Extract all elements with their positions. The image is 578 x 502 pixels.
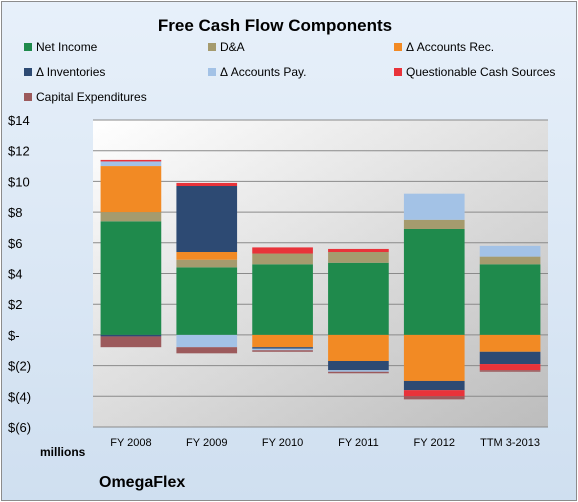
legend-item: Δ Accounts Rec. bbox=[394, 40, 494, 54]
bar-segment bbox=[403, 193, 465, 220]
bar-segment bbox=[479, 256, 541, 265]
bar-segment bbox=[479, 351, 541, 365]
legend-swatch bbox=[24, 93, 32, 101]
y-tick-label: $8 bbox=[8, 205, 22, 220]
legend-item: Δ Accounts Pay. bbox=[208, 65, 307, 79]
bar-segment bbox=[176, 252, 238, 260]
bar-segment bbox=[479, 334, 541, 352]
y-tick-label: $12 bbox=[8, 144, 30, 159]
y-tick-label: $2 bbox=[8, 297, 22, 312]
legend-swatch bbox=[208, 68, 216, 76]
bar-segment bbox=[100, 334, 162, 337]
legend-label: Questionable Cash Sources bbox=[406, 65, 556, 79]
bar-segment bbox=[252, 247, 313, 254]
bar-segment bbox=[328, 360, 389, 371]
y-tick-label: $(4) bbox=[8, 389, 31, 404]
bar-segment bbox=[328, 248, 389, 253]
bar-segment bbox=[403, 396, 465, 400]
bar-segment bbox=[176, 347, 238, 354]
legend-item: Net Income bbox=[24, 40, 97, 54]
bar-segment bbox=[100, 159, 162, 162]
bar-segment bbox=[100, 161, 162, 167]
bar-segment bbox=[403, 334, 465, 381]
bar-segment bbox=[328, 334, 389, 361]
bar-segment bbox=[403, 390, 465, 397]
bar-segment bbox=[328, 370, 389, 372]
bar-segment bbox=[100, 336, 162, 348]
bar-segment bbox=[328, 371, 389, 374]
legend-label: Δ Inventories bbox=[36, 65, 106, 79]
bar-segment bbox=[403, 228, 465, 335]
x-tick-label: FY 2011 bbox=[338, 437, 379, 449]
x-tick-label: TTM 3-2013 bbox=[480, 437, 540, 449]
x-tick-label: FY 2010 bbox=[262, 437, 303, 449]
bar-segment bbox=[252, 334, 313, 348]
company-name: OmegaFlex bbox=[99, 474, 186, 491]
legend-item: D&A bbox=[208, 40, 245, 54]
legend-item: Δ Inventories bbox=[24, 65, 105, 79]
legend-item: Questionable Cash Sources bbox=[394, 65, 555, 79]
legend-swatch bbox=[394, 43, 402, 51]
legend-label: Δ Accounts Pay. bbox=[220, 65, 307, 79]
bar-segment bbox=[479, 364, 541, 371]
bar-segment bbox=[176, 182, 238, 187]
y-tick-label: $10 bbox=[8, 174, 30, 189]
legend-label: Capital Expenditures bbox=[36, 90, 147, 104]
y-tick-label: $4 bbox=[8, 267, 22, 282]
y-tick-label: $6 bbox=[8, 236, 22, 251]
bar-segment bbox=[479, 370, 541, 372]
legend-swatch bbox=[24, 68, 32, 76]
bar-segment bbox=[100, 166, 162, 213]
bar-segment bbox=[252, 264, 313, 335]
bar-segment bbox=[176, 259, 238, 268]
legend-label: Δ Accounts Rec. bbox=[406, 40, 495, 54]
bar-segment bbox=[100, 212, 162, 222]
y-tick-label: $14 bbox=[8, 113, 30, 128]
y-tick-label: $- bbox=[8, 328, 20, 343]
bar-segment bbox=[479, 245, 541, 257]
y-tick-label: $(6) bbox=[8, 420, 31, 435]
bar-segment bbox=[252, 348, 313, 351]
units-label: millions bbox=[40, 445, 86, 459]
legend: Net Income D&A Δ Accounts Rec. Δ Inventorie… bbox=[2, 2, 576, 112]
bar-segment bbox=[328, 252, 389, 263]
x-tick-label: FY 2008 bbox=[110, 437, 151, 449]
legend-item: Capital Expenditures bbox=[24, 90, 147, 104]
bar-segment bbox=[252, 253, 313, 265]
x-tick-label: FY 2009 bbox=[186, 437, 227, 449]
legend-swatch bbox=[394, 68, 402, 76]
legend-label: D&A bbox=[220, 40, 245, 54]
bar-segment bbox=[403, 219, 465, 229]
bar-segment bbox=[328, 262, 389, 335]
bar-segment bbox=[176, 186, 238, 253]
y-tick-label: $(2) bbox=[8, 359, 31, 374]
chart-title: Free Cash Flow Components bbox=[157, 16, 393, 35]
bar-segment bbox=[176, 267, 238, 335]
legend-label: Net Income bbox=[36, 40, 98, 54]
bar-segment bbox=[176, 334, 238, 348]
bar-segment bbox=[403, 380, 465, 391]
legend-swatch bbox=[208, 43, 216, 51]
bar-segment bbox=[100, 221, 162, 335]
bar-segment bbox=[479, 264, 541, 335]
x-tick-label: FY 2012 bbox=[414, 437, 455, 449]
bar-segment bbox=[252, 347, 313, 349]
legend-swatch bbox=[24, 43, 32, 51]
bar-segment bbox=[252, 350, 313, 352]
